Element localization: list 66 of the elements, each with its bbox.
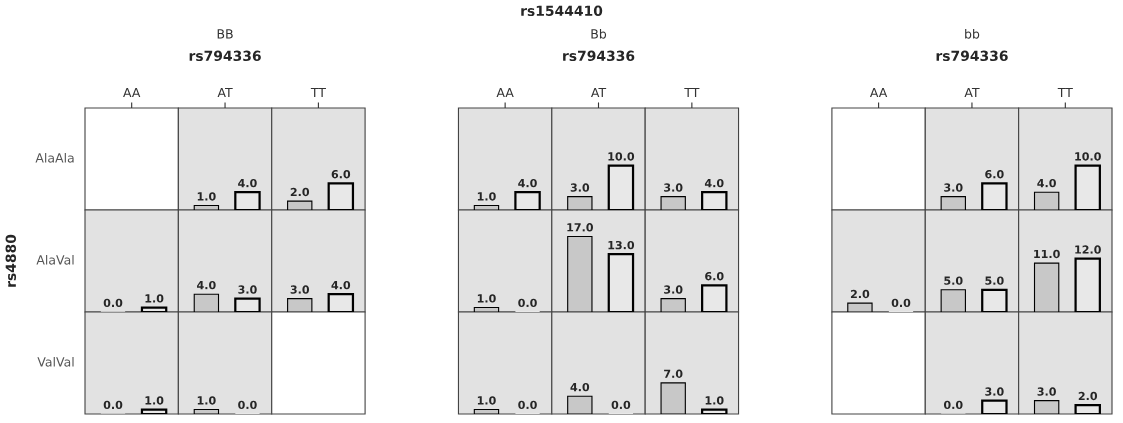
- data-label: 1.0: [197, 192, 216, 201]
- x-tick-label: TT: [310, 87, 326, 98]
- data-label: 0.0: [103, 400, 123, 410]
- text: rs794336: [189, 50, 261, 62]
- x-tick-label: AT: [964, 87, 980, 98]
- text: BB: [217, 29, 233, 39]
- data-label: 0.0: [238, 400, 257, 410]
- data-label: 3.0: [570, 183, 590, 192]
- data-label: 4.0: [331, 280, 351, 290]
- data-label: 1.0: [705, 396, 724, 405]
- text: rs4880: [5, 234, 17, 287]
- data-label: 0.0: [518, 298, 537, 308]
- data-label: 4.0: [704, 178, 724, 188]
- data-label: 0.0: [518, 400, 537, 410]
- data-label: 0.0: [891, 298, 911, 308]
- data-label: 4.0: [570, 382, 590, 392]
- data-label: 3.0: [238, 285, 257, 294]
- data-label: 1.0: [145, 396, 164, 405]
- data-label: 4.0: [197, 280, 216, 290]
- data-label: 0.0: [943, 400, 963, 410]
- data-label: 0.0: [103, 298, 123, 308]
- data-label: 0.0: [611, 400, 631, 410]
- data-label: 1.0: [477, 294, 496, 303]
- data-label: 6.0: [705, 272, 724, 281]
- data-label: 6.0: [985, 170, 1004, 179]
- data-label: 4.0: [1037, 178, 1056, 188]
- data-label: 1.0: [477, 192, 496, 201]
- text: rs794336: [936, 50, 1008, 62]
- x-tick-label: AT: [217, 87, 233, 98]
- text: bb: [965, 28, 980, 39]
- data-label: 4.0: [518, 178, 537, 188]
- data-label: 11.0: [1034, 249, 1060, 259]
- data-label: 3.0: [944, 183, 963, 192]
- data-label: 5.0: [985, 276, 1004, 285]
- data-label: 7.0: [664, 369, 683, 378]
- y-axis-title: AlaAla: [35, 152, 74, 163]
- data-label: 2.0: [1078, 391, 1098, 401]
- data-label: 5.0: [944, 276, 963, 285]
- data-label: 6.0: [331, 170, 351, 179]
- data-label: 2.0: [850, 289, 870, 299]
- x-tick-label: TT: [684, 87, 700, 98]
- data-label: 1.0: [197, 396, 216, 405]
- data-label: 13.0: [608, 240, 635, 250]
- data-label: 2.0: [290, 187, 310, 197]
- text: rs1544410: [521, 5, 603, 17]
- text: rs794336: [563, 50, 635, 62]
- data-label: 3.0: [985, 387, 1004, 396]
- data-label: 3.0: [290, 285, 310, 294]
- x-tick-label: AA: [869, 87, 888, 98]
- y-axis-title: AlaVal: [36, 254, 74, 265]
- data-label: 1.0: [145, 294, 164, 303]
- data-label: 3.0: [664, 183, 683, 192]
- text: Bb: [591, 28, 607, 39]
- x-tick-label: AT: [590, 87, 607, 98]
- x-tick-label: AA: [123, 87, 141, 98]
- x-tick-label: AA: [496, 87, 514, 98]
- data-label: 10.0: [1075, 152, 1101, 161]
- data-label: 3.0: [1037, 387, 1056, 396]
- data-label: 10.0: [608, 152, 635, 161]
- x-tick-label: TT: [1057, 87, 1073, 98]
- data-label: 4.0: [238, 178, 257, 188]
- data-label: 3.0: [664, 285, 683, 294]
- data-label: 17.0: [567, 223, 593, 232]
- data-label: 1.0: [477, 396, 496, 405]
- data-label: 12.0: [1075, 245, 1101, 254]
- y-axis-title: ValVal: [37, 356, 74, 367]
